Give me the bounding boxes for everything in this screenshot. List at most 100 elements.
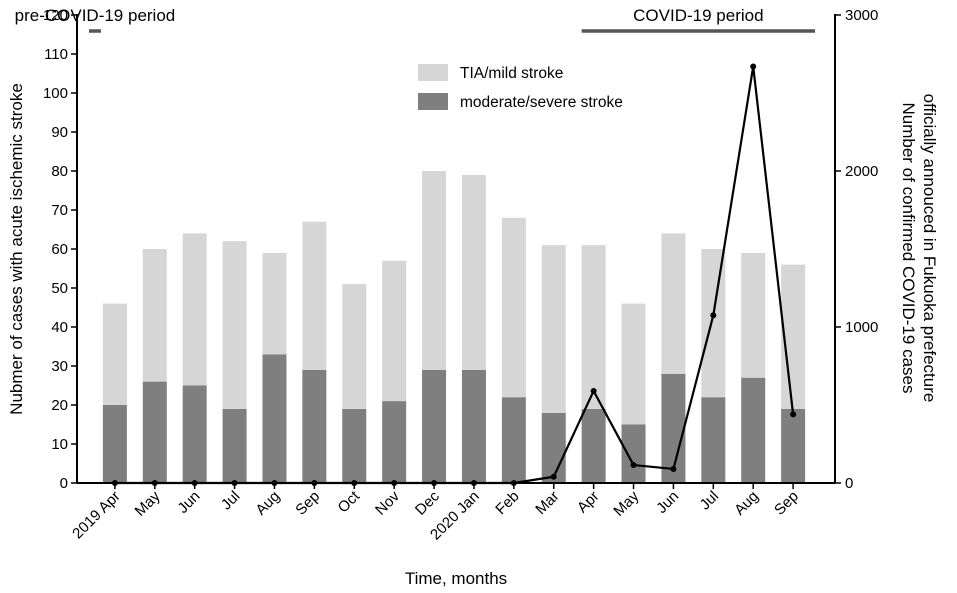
bar-tia-mild-11 bbox=[541, 245, 566, 413]
x-tick-label-13: May bbox=[610, 487, 642, 519]
bar-tia-mild-10 bbox=[501, 217, 526, 398]
covid-point-17 bbox=[790, 411, 797, 418]
left-axis-title: Nubmer of cases with acute ischemic stro… bbox=[7, 83, 26, 415]
bar-tia-mild-1 bbox=[142, 249, 167, 382]
covid-point-6 bbox=[351, 480, 358, 486]
bar-tia-mild-13 bbox=[621, 303, 646, 425]
bar-tia-mild-15 bbox=[701, 249, 726, 398]
covid-case-line bbox=[111, 63, 797, 486]
x-axis-title: Time, months bbox=[405, 569, 507, 588]
bar-moderate-severe-13 bbox=[621, 424, 646, 483]
period-label-1: COVID-19 period bbox=[633, 6, 763, 25]
bar-moderate-severe-2 bbox=[182, 385, 207, 483]
covid-point-11 bbox=[550, 473, 557, 480]
stacked-bars bbox=[102, 171, 806, 483]
left-tick-label-0: 0 bbox=[60, 475, 68, 492]
x-tick-label-0: 2019 Apr bbox=[69, 488, 123, 542]
bar-tia-mild-14 bbox=[661, 233, 686, 374]
x-tick-label-17: Sep bbox=[771, 488, 802, 519]
x-tick-label-4: Aug bbox=[252, 488, 283, 519]
bar-tia-mild-7 bbox=[382, 260, 407, 402]
bar-tia-mild-5 bbox=[302, 221, 327, 370]
x-tick-label-1: May bbox=[132, 487, 164, 519]
right-tick-label-3000: 3000 bbox=[845, 7, 878, 24]
axis-titles: Time, months Nubmer of cases with acute i… bbox=[7, 83, 939, 588]
x-tick-label-16: Aug bbox=[731, 488, 762, 519]
covid-point-4 bbox=[271, 480, 278, 486]
x-tick-label-15: Jul bbox=[697, 488, 723, 514]
covid-point-14 bbox=[670, 465, 677, 472]
bar-moderate-severe-15 bbox=[701, 397, 726, 483]
x-tick-label-14: Jun bbox=[653, 488, 682, 517]
bar-moderate-severe-8 bbox=[422, 369, 447, 483]
bar-moderate-severe-16 bbox=[741, 377, 766, 483]
covid-point-16 bbox=[750, 63, 757, 70]
covid-point-1 bbox=[151, 480, 158, 486]
left-tick-label-100: 100 bbox=[43, 85, 68, 102]
left-tick-label-110: 110 bbox=[44, 46, 68, 63]
period-label-0: pre-COVID-19 period bbox=[15, 6, 176, 25]
x-tick-label-11: Mar bbox=[532, 488, 562, 518]
bar-moderate-severe-11 bbox=[541, 412, 566, 483]
period-bars: pre-COVID-19 period COVID-19 period bbox=[15, 6, 816, 33]
x-tick-label-7: Nov bbox=[372, 487, 403, 518]
bar-moderate-severe-0 bbox=[102, 405, 127, 483]
covid-point-7 bbox=[391, 480, 398, 486]
covid-point-10 bbox=[510, 480, 517, 486]
covid-point-3 bbox=[231, 480, 238, 486]
left-tick-label-20: 20 bbox=[51, 397, 68, 414]
x-tick-label-2: Jun bbox=[174, 488, 203, 517]
bar-moderate-severe-9 bbox=[461, 369, 486, 483]
bar-tia-mild-0 bbox=[102, 303, 127, 405]
covid-point-9 bbox=[470, 480, 477, 486]
left-tick-label-50: 50 bbox=[51, 280, 68, 297]
left-tick-label-60: 60 bbox=[51, 241, 68, 258]
covid-point-13 bbox=[630, 462, 637, 469]
legend-label-0: TIA/mild stroke bbox=[460, 65, 563, 82]
bar-tia-mild-9 bbox=[461, 174, 486, 370]
covid-point-0 bbox=[111, 480, 118, 486]
bar-tia-mild-2 bbox=[182, 233, 207, 386]
bar-tia-mild-12 bbox=[581, 245, 606, 409]
left-tick-label-40: 40 bbox=[51, 319, 68, 336]
x-tick-label-8: Dec bbox=[412, 487, 443, 518]
bar-tia-mild-3 bbox=[222, 241, 247, 409]
covid-point-12 bbox=[590, 387, 597, 394]
covid-point-8 bbox=[431, 480, 438, 486]
covid-point-5 bbox=[311, 480, 318, 486]
legend-label-1: moderate/severe stroke bbox=[460, 94, 623, 111]
x-tick-label-5: Sep bbox=[292, 488, 323, 519]
covid-line-path bbox=[114, 65, 795, 485]
right-axis-title-line-2: officially annouced in Fukuoka prefectur… bbox=[920, 94, 939, 403]
x-tick-label-10: Feb bbox=[492, 488, 522, 518]
bar-tia-mild-8 bbox=[422, 171, 447, 370]
legend-swatch-1 bbox=[418, 93, 448, 110]
legend: TIA/mild stroke moderate/severe stroke bbox=[418, 64, 623, 111]
right-tick-label-1000: 1000 bbox=[845, 319, 878, 336]
x-tick-label-3: Jul bbox=[218, 488, 244, 514]
bar-moderate-severe-5 bbox=[302, 369, 327, 483]
bar-tia-mild-6 bbox=[342, 284, 367, 409]
bar-moderate-severe-4 bbox=[262, 354, 287, 483]
legend-swatch-0 bbox=[418, 64, 448, 81]
left-tick-label-120: 120 bbox=[43, 7, 68, 24]
bar-moderate-severe-10 bbox=[501, 397, 526, 483]
covid-point-2 bbox=[191, 480, 198, 486]
left-tick-label-30: 30 bbox=[51, 358, 68, 375]
left-tick-label-70: 70 bbox=[51, 202, 68, 219]
bar-tia-mild-16 bbox=[741, 252, 766, 378]
bar-tia-mild-4 bbox=[262, 252, 287, 355]
left-tick-label-90: 90 bbox=[51, 124, 68, 141]
bar-moderate-severe-1 bbox=[142, 381, 167, 483]
x-tick-label-12: Apr bbox=[574, 488, 603, 517]
bar-moderate-severe-3 bbox=[222, 408, 247, 483]
bar-moderate-severe-6 bbox=[342, 408, 367, 483]
left-tick-label-10: 10 bbox=[51, 436, 68, 453]
bar-moderate-severe-7 bbox=[382, 401, 407, 483]
right-tick-label-0: 0 bbox=[845, 475, 853, 492]
bar-moderate-severe-17 bbox=[781, 408, 806, 483]
x-tick-label-6: Oct bbox=[335, 487, 364, 516]
left-tick-label-80: 80 bbox=[51, 163, 68, 180]
bar-moderate-severe-12 bbox=[581, 408, 606, 483]
